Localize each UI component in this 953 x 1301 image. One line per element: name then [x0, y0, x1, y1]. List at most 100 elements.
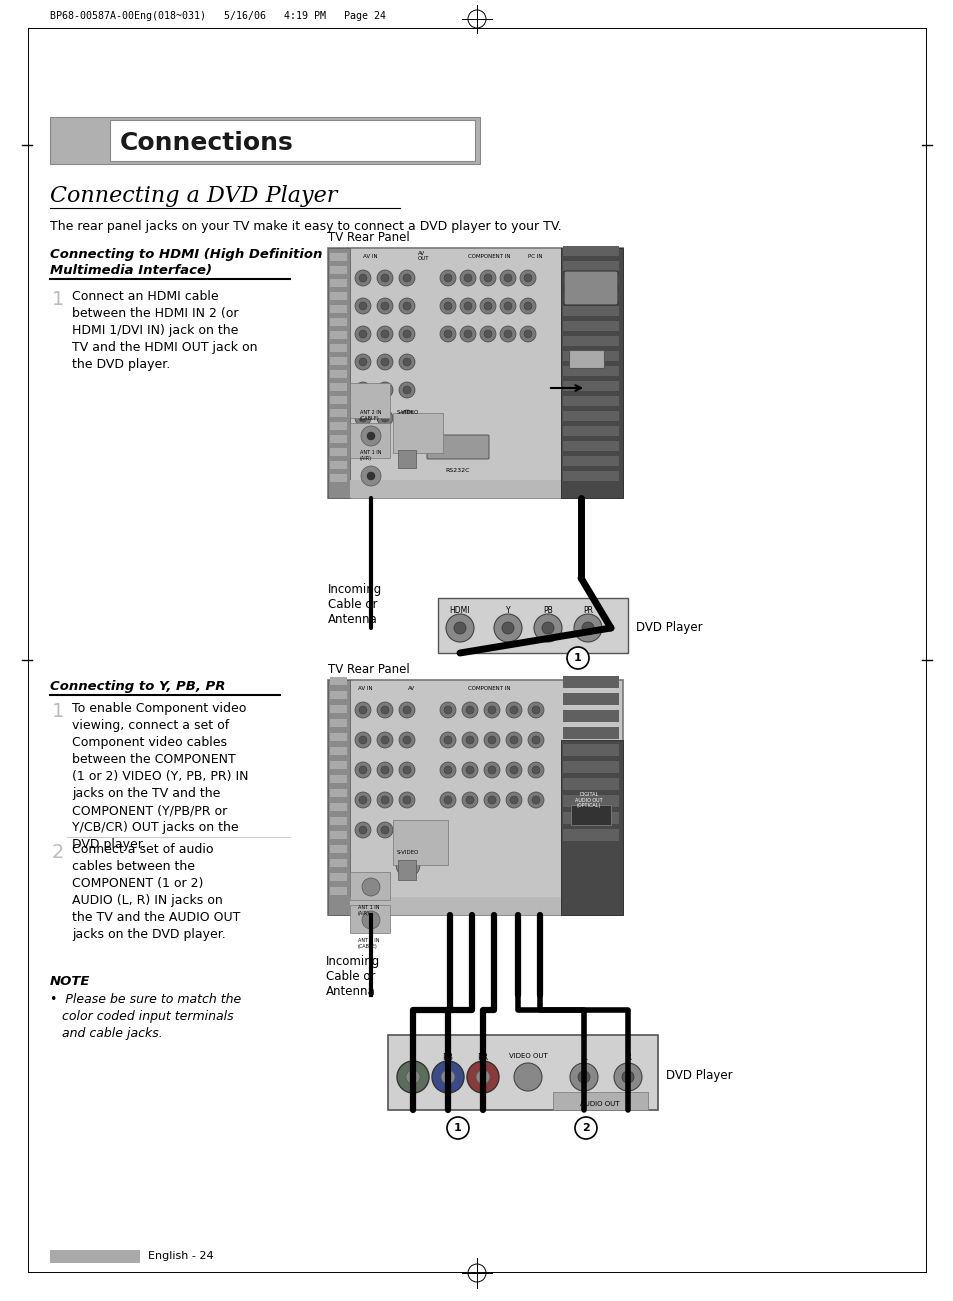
Circle shape	[361, 911, 379, 929]
Circle shape	[358, 706, 367, 714]
Bar	[330, 382, 347, 392]
Circle shape	[463, 330, 472, 338]
Circle shape	[355, 732, 371, 748]
Bar	[562, 291, 618, 301]
Text: ANT 1 IN
(AIR): ANT 1 IN (AIR)	[359, 450, 381, 461]
Bar	[330, 422, 347, 431]
Circle shape	[440, 1069, 455, 1084]
Bar	[330, 435, 347, 444]
Circle shape	[488, 766, 496, 774]
Circle shape	[367, 432, 375, 440]
Bar	[562, 306, 618, 316]
Circle shape	[532, 736, 539, 744]
Circle shape	[432, 1062, 463, 1093]
Bar	[562, 455, 618, 466]
Text: COMPONENT IN: COMPONENT IN	[468, 686, 510, 691]
Bar	[562, 471, 618, 481]
Bar	[330, 691, 347, 699]
Circle shape	[355, 703, 371, 718]
Bar	[330, 265, 347, 275]
Bar	[330, 831, 347, 839]
Circle shape	[483, 330, 492, 338]
Text: S-VIDEO: S-VIDEO	[396, 850, 418, 855]
Circle shape	[380, 736, 389, 744]
Text: NOTE: NOTE	[50, 974, 91, 987]
Circle shape	[358, 275, 367, 282]
Bar	[330, 291, 347, 301]
Bar	[562, 321, 618, 330]
Bar	[330, 474, 347, 481]
Circle shape	[358, 302, 367, 310]
Circle shape	[355, 327, 371, 342]
Bar	[437, 598, 627, 653]
Text: TV Rear Panel: TV Rear Panel	[328, 232, 410, 245]
Circle shape	[483, 762, 499, 778]
Bar	[330, 817, 347, 825]
Circle shape	[402, 330, 411, 338]
Circle shape	[398, 762, 415, 778]
Circle shape	[395, 414, 419, 438]
Circle shape	[465, 766, 474, 774]
Bar	[562, 276, 618, 286]
Bar	[330, 409, 347, 418]
Text: ANT 2 IN
(CABLE): ANT 2 IN (CABLE)	[357, 938, 379, 948]
Bar	[110, 120, 475, 161]
Circle shape	[476, 1069, 490, 1084]
Text: Connecting to Y, PB, PR: Connecting to Y, PB, PR	[50, 680, 225, 693]
Circle shape	[534, 614, 561, 641]
Circle shape	[483, 792, 499, 808]
Circle shape	[510, 736, 517, 744]
Text: AV
OUT: AV OUT	[417, 251, 429, 262]
Circle shape	[439, 762, 456, 778]
Bar	[571, 805, 610, 825]
Circle shape	[358, 358, 367, 366]
Circle shape	[479, 271, 496, 286]
Circle shape	[439, 792, 456, 808]
Circle shape	[483, 302, 492, 310]
Text: Connect an HDMI cable
between the HDMI IN 2 (or
HDMI 1/DVI IN) jack on the
TV an: Connect an HDMI cable between the HDMI I…	[71, 290, 257, 371]
Circle shape	[358, 414, 367, 422]
Circle shape	[439, 703, 456, 718]
Circle shape	[569, 1063, 598, 1092]
Circle shape	[510, 766, 517, 774]
Bar	[562, 262, 618, 271]
Circle shape	[380, 766, 389, 774]
Bar	[330, 719, 347, 727]
Text: Connecting to HDMI (High Definition: Connecting to HDMI (High Definition	[50, 248, 322, 262]
Circle shape	[523, 275, 532, 282]
Circle shape	[621, 1071, 634, 1082]
Bar	[330, 677, 347, 686]
Circle shape	[355, 271, 371, 286]
Bar	[562, 381, 618, 392]
Text: The rear panel jacks on your TV make it easy to connect a DVD player to your TV.: The rear panel jacks on your TV make it …	[50, 220, 561, 233]
Circle shape	[380, 796, 389, 804]
Circle shape	[380, 275, 389, 282]
Bar	[562, 693, 618, 705]
Text: AV IN: AV IN	[363, 254, 377, 259]
Text: ANT 1 IN
(AIR): ANT 1 IN (AIR)	[357, 905, 379, 916]
FancyBboxPatch shape	[427, 435, 489, 459]
Bar	[328, 680, 622, 915]
Circle shape	[376, 327, 393, 342]
Text: PR: PR	[582, 606, 593, 615]
Bar	[330, 761, 347, 769]
Bar	[50, 1250, 140, 1263]
Circle shape	[461, 792, 477, 808]
Bar	[562, 761, 618, 773]
Circle shape	[402, 796, 411, 804]
Bar	[350, 382, 390, 418]
Text: DVD Player: DVD Player	[665, 1068, 732, 1081]
Bar	[350, 905, 390, 933]
Circle shape	[358, 736, 367, 744]
Bar	[330, 369, 347, 379]
Circle shape	[459, 271, 476, 286]
Text: •  Please be sure to match the
   color coded input terminals
   and cable jacks: • Please be sure to match the color code…	[50, 993, 241, 1039]
Text: COMPONENT IN: COMPONENT IN	[468, 254, 510, 259]
Bar	[562, 411, 618, 422]
Circle shape	[461, 732, 477, 748]
Text: Multimedia Interface): Multimedia Interface)	[50, 264, 212, 277]
Circle shape	[575, 1118, 597, 1138]
Circle shape	[578, 1071, 589, 1082]
Bar	[553, 1092, 647, 1110]
Circle shape	[402, 826, 411, 834]
